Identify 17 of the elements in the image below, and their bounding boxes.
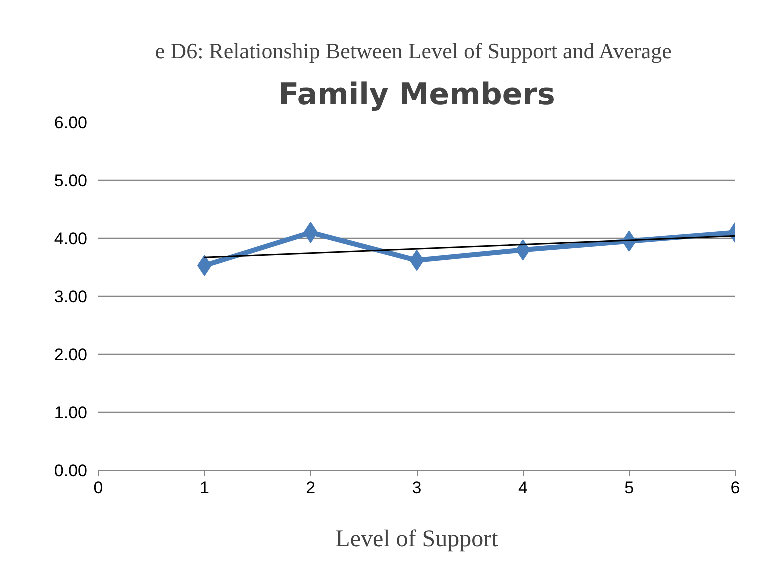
y-tick-label: 6.00 (54, 114, 88, 132)
chart-subtitle: e D6: Relationship Between Level of Support and Average (155, 38, 672, 64)
x-tick-label: 0 (94, 478, 104, 498)
x-tick-label: 1 (200, 478, 210, 498)
x-tick-label: 4 (518, 478, 528, 498)
x-tick-label: 2 (306, 478, 316, 498)
x-tick-label: 3 (412, 478, 422, 498)
y-tick-label: 0.00 (54, 462, 88, 480)
y-tick-label: 3.00 (54, 288, 88, 306)
x-tick-label: 6 (730, 478, 740, 498)
y-tick-label: 1.00 (54, 404, 88, 422)
chart-title: Family Members (278, 78, 556, 112)
x-tick-label: 5 (624, 478, 634, 498)
y-tick-label: 4.00 (54, 230, 88, 248)
x-axis-title: Level of Support (336, 526, 499, 552)
y-tick-label: 2.00 (54, 346, 88, 364)
y-tick-label: 5.00 (54, 172, 88, 190)
